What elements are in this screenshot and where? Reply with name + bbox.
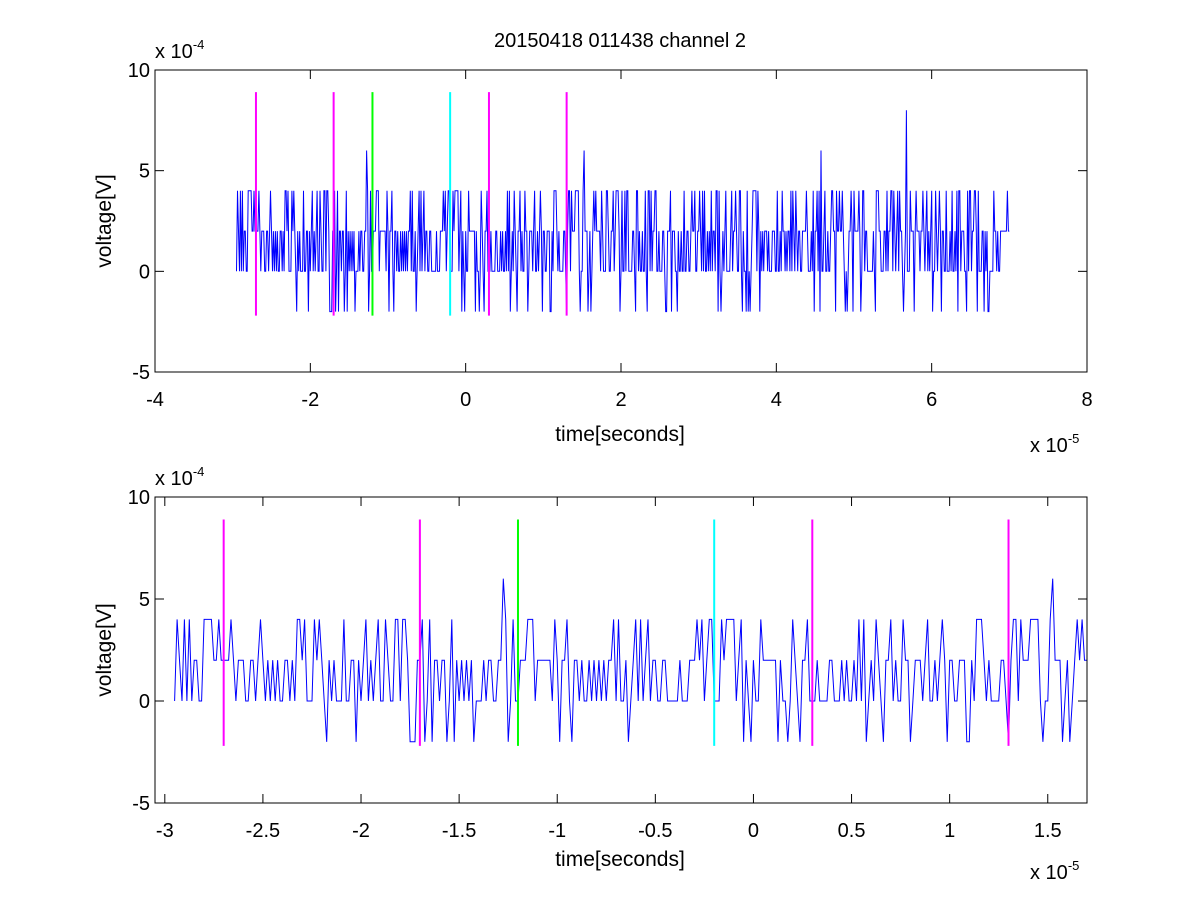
top-xtick-label: 0 <box>460 389 471 411</box>
top-xtick-label: -4 <box>146 389 164 411</box>
bottom-axes-frame <box>154 496 1088 804</box>
top-ytick-label: 5 <box>139 161 150 183</box>
top-ytick-label: 0 <box>139 261 150 283</box>
bottom-tick-layer: -3 -2.5 -2 -1.5 -1 -0.5 0 0.5 1 1.5 -5 0 5 10 <box>128 487 1087 842</box>
bottom-xtick-label: -2 <box>352 820 370 842</box>
top-signal-layer <box>236 110 1010 313</box>
bottom-y-multiplier: x 10-4 <box>155 464 204 490</box>
top-ytick-label: -5 <box>132 362 150 384</box>
bottom-x-label: time[seconds] <box>555 848 685 871</box>
top-y-label: voltage[V] <box>93 174 116 267</box>
top-marker-layer <box>254 92 568 316</box>
bottom-xtick-label: 0 <box>748 820 759 842</box>
top-xtick-label: 8 <box>1081 389 1092 411</box>
bottom-ytick-label: 0 <box>139 691 150 713</box>
bottom-xtick-label: -3 <box>156 820 174 842</box>
bottom-signal-layer <box>174 578 1087 743</box>
top-subplot: -4 -2 0 2 4 6 8 -5 0 5 10 x 10-4 time[seconds] vol… <box>93 37 1093 457</box>
top-xtick-label: 2 <box>615 389 626 411</box>
bottom-xtick-label: 1 <box>944 820 955 842</box>
top-tick-layer: -4 -2 0 2 4 6 8 -5 0 5 10 <box>128 60 1093 411</box>
bottom-y-label: voltage[V] <box>93 603 116 696</box>
top-xtick-label: -2 <box>301 389 319 411</box>
bottom-xtick-label: -0.5 <box>638 820 672 842</box>
top-x-multiplier: x 10-5 <box>1030 431 1079 457</box>
bottom-signal-line <box>174 578 1087 743</box>
top-x-label: time[seconds] <box>555 423 685 446</box>
bottom-ytick-label: 5 <box>139 589 150 611</box>
bottom-ytick-label: -5 <box>132 793 150 815</box>
top-signal-line <box>236 110 1010 313</box>
top-y-multiplier: x 10-4 <box>155 37 204 63</box>
bottom-xtick-label: -1.5 <box>442 820 476 842</box>
bottom-xtick-label: 0.5 <box>838 820 866 842</box>
bottom-xtick-label: -1 <box>548 820 566 842</box>
top-ytick-label: 10 <box>128 60 150 82</box>
figure-title: 20150418 011438 channel 2 <box>494 30 746 52</box>
top-xtick-label: 6 <box>926 389 937 411</box>
bottom-marker-layer <box>222 519 1010 746</box>
bottom-ytick-label: 10 <box>128 487 150 509</box>
bottom-xtick-label: 1.5 <box>1034 820 1062 842</box>
bottom-x-multiplier: x 10-5 <box>1030 858 1079 884</box>
top-xtick-label: 4 <box>771 389 782 411</box>
bottom-xtick-label: -2.5 <box>246 820 280 842</box>
